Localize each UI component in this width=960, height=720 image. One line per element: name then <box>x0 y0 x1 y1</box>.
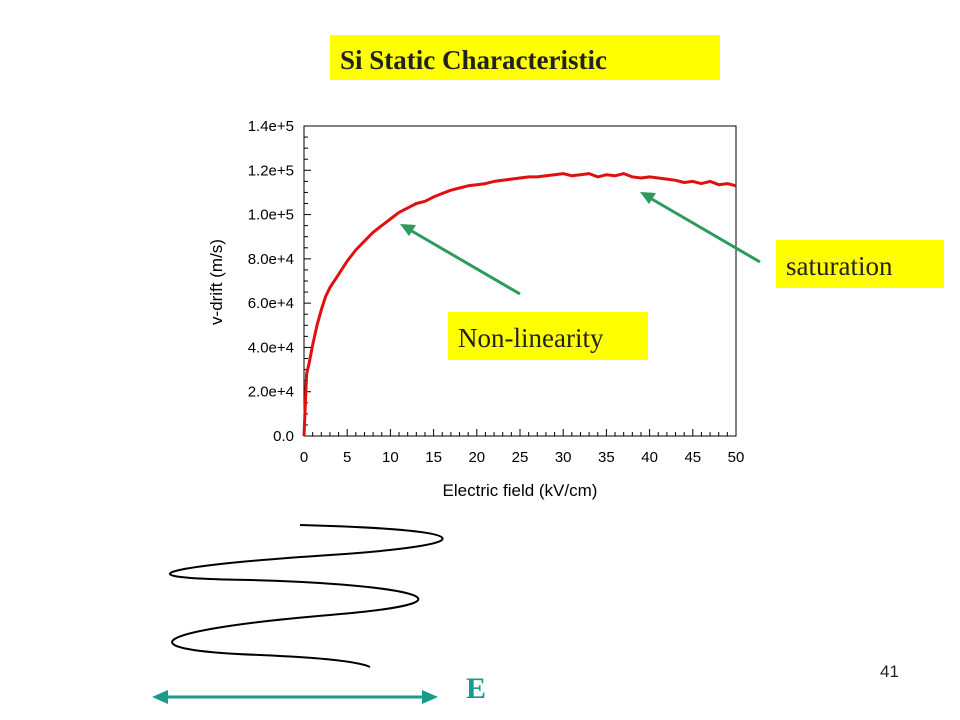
y-tick-label: 1.0e+5 <box>248 207 294 224</box>
x-tick-label: 25 <box>512 449 529 466</box>
y-tick-label: 1.2e+5 <box>248 162 294 179</box>
electric-field-symbol: E <box>466 672 487 705</box>
y-tick-label: 6.0e+4 <box>248 295 294 312</box>
y-tick-label: 4.0e+4 <box>248 339 294 356</box>
y-tick-label: 8.0e+4 <box>248 251 294 268</box>
slide-title: Si Static Characteristic <box>330 35 720 80</box>
y-tick-label: 2.0e+4 <box>248 384 294 401</box>
x-tick-label: 40 <box>641 449 658 466</box>
drift-velocity-curve <box>302 172 737 437</box>
x-tick-label: 0 <box>300 449 308 466</box>
field-wave-icon <box>169 524 444 668</box>
saturation-label: saturation <box>776 240 944 288</box>
x-tick-label: 15 <box>425 449 442 466</box>
page-number: 41 <box>880 662 899 681</box>
non-linearity-arrow <box>400 224 521 296</box>
x-tick-label: 50 <box>728 449 745 466</box>
x-tick-label: 30 <box>555 449 572 466</box>
plot-frame <box>303 125 737 437</box>
field-direction-arrow <box>152 690 438 704</box>
y-tick-label: 1.4e+5 <box>248 118 294 135</box>
x-tick-label: 10 <box>382 449 399 466</box>
saturation-arrow <box>640 192 761 264</box>
x-tick-label: 45 <box>684 449 701 466</box>
non-linearity-label: Non-linearity <box>448 312 648 360</box>
x-axis-title: Electric field (kV/cm) <box>443 481 598 500</box>
x-tick-label: 35 <box>598 449 615 466</box>
x-tick-label: 20 <box>468 449 485 466</box>
y-axis-title: v-drift (m/s) <box>207 239 226 325</box>
x-tick-label: 5 <box>343 449 351 466</box>
y-tick-label: 0.0 <box>273 428 294 445</box>
